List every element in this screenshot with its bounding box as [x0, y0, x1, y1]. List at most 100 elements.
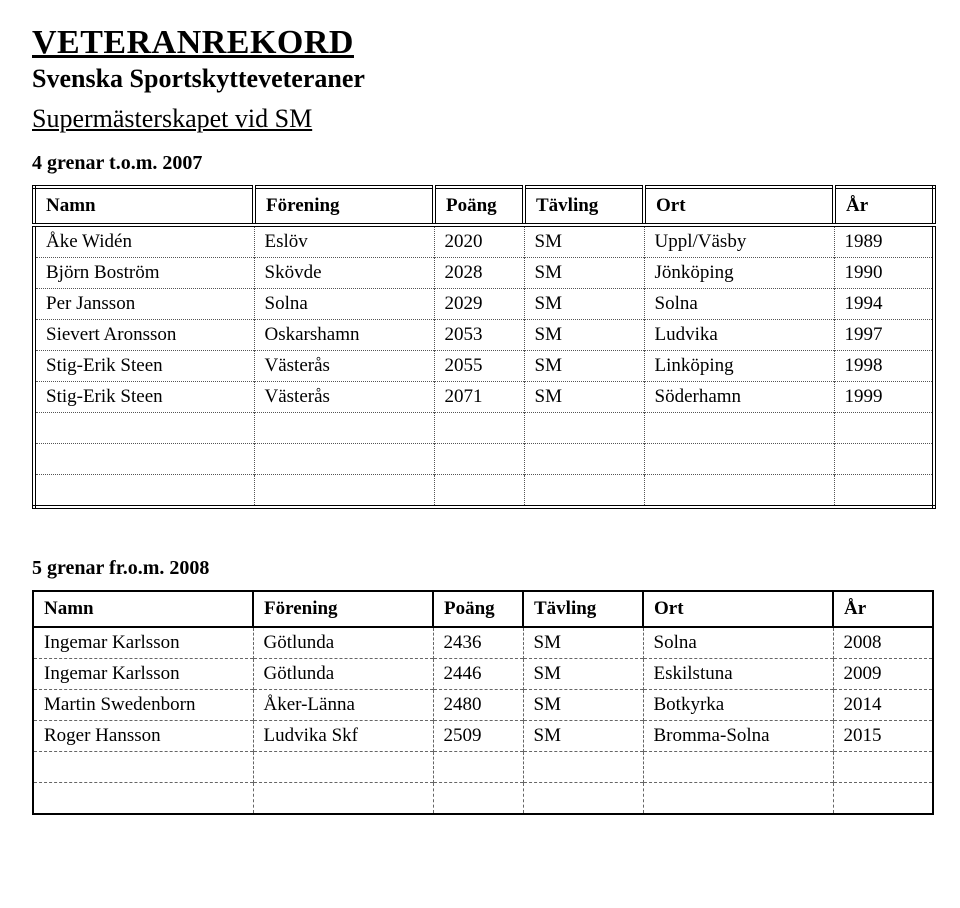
cell-empty — [834, 444, 934, 475]
records-table-1: Namn Förening Poäng Tävling Ort År Åke W… — [32, 185, 936, 509]
cell-empty — [254, 413, 434, 444]
cell-empty — [253, 752, 433, 783]
cell-event: SM — [523, 627, 643, 659]
cell-event: SM — [524, 258, 644, 289]
col-header-event: Tävling — [523, 591, 643, 627]
cell-empty — [33, 783, 253, 815]
cell-name: Björn Boström — [34, 258, 254, 289]
cell-score: 2436 — [433, 627, 523, 659]
col-header-score: Poäng — [434, 187, 524, 225]
table-row: Martin SwedenbornÅker-Länna2480SMBotkyrk… — [33, 690, 933, 721]
cell-event: SM — [524, 382, 644, 413]
cell-empty — [644, 413, 834, 444]
col-header-name: Namn — [33, 591, 253, 627]
table-row: Ingemar KarlssonGötlunda2436SMSolna2008 — [33, 627, 933, 659]
cell-event: SM — [524, 351, 644, 382]
cell-empty — [833, 783, 933, 815]
cell-place: Uppl/Väsby — [644, 225, 834, 258]
cell-empty — [524, 413, 644, 444]
cell-year: 2008 — [833, 627, 933, 659]
cell-club: Oskarshamn — [254, 320, 434, 351]
cell-club: Götlunda — [253, 659, 433, 690]
table-row-empty — [34, 475, 934, 508]
table-row: Roger HanssonLudvika Skf2509SMBromma-Sol… — [33, 721, 933, 752]
cell-name: Per Jansson — [34, 289, 254, 320]
table-row-empty — [33, 783, 933, 815]
cell-empty — [34, 413, 254, 444]
col-header-club: Förening — [254, 187, 434, 225]
cell-empty — [524, 444, 644, 475]
col-header-place: Ort — [644, 187, 834, 225]
cell-name: Stig-Erik Steen — [34, 351, 254, 382]
col-header-event: Tävling — [524, 187, 644, 225]
cell-year: 2015 — [833, 721, 933, 752]
cell-empty — [834, 413, 934, 444]
cell-year: 2009 — [833, 659, 933, 690]
cell-empty — [434, 444, 524, 475]
cell-score: 2028 — [434, 258, 524, 289]
cell-name: Ingemar Karlsson — [33, 659, 253, 690]
table-row: Per JanssonSolna2029SMSolna1994 — [34, 289, 934, 320]
col-header-name: Namn — [34, 187, 254, 225]
cell-score: 2071 — [434, 382, 524, 413]
table-row: Ingemar KarlssonGötlunda2446SMEskilstuna… — [33, 659, 933, 690]
cell-club: Skövde — [254, 258, 434, 289]
col-header-club: Förening — [253, 591, 433, 627]
cell-event: SM — [523, 721, 643, 752]
cell-place: Solna — [643, 627, 833, 659]
cell-name: Sievert Aronsson — [34, 320, 254, 351]
cell-empty — [34, 444, 254, 475]
cell-empty — [33, 752, 253, 783]
col-header-year: År — [834, 187, 934, 225]
cell-club: Västerås — [254, 382, 434, 413]
cell-club: Västerås — [254, 351, 434, 382]
section-heading: Supermästerskapet vid SM — [32, 104, 928, 134]
cell-name: Stig-Erik Steen — [34, 382, 254, 413]
cell-club: Åker-Länna — [253, 690, 433, 721]
cell-event: SM — [523, 659, 643, 690]
table-row-empty — [34, 413, 934, 444]
cell-place: Söderhamn — [644, 382, 834, 413]
period-label-1: 4 grenar t.o.m. 2007 — [32, 152, 928, 175]
cell-empty — [833, 752, 933, 783]
cell-empty — [253, 783, 433, 815]
cell-empty — [644, 475, 834, 508]
cell-score: 2053 — [434, 320, 524, 351]
cell-year: 1990 — [834, 258, 934, 289]
table-row: Björn BoströmSkövde2028SMJönköping1990 — [34, 258, 934, 289]
cell-year: 2014 — [833, 690, 933, 721]
cell-club: Solna — [254, 289, 434, 320]
cell-event: SM — [523, 690, 643, 721]
cell-empty — [34, 475, 254, 508]
cell-empty — [254, 475, 434, 508]
records-table-2: Namn Förening Poäng Tävling Ort År Ingem… — [32, 590, 934, 815]
cell-empty — [434, 413, 524, 444]
cell-event: SM — [524, 225, 644, 258]
cell-club: Ludvika Skf — [253, 721, 433, 752]
table-row-empty — [34, 444, 934, 475]
cell-event: SM — [524, 320, 644, 351]
cell-score: 2509 — [433, 721, 523, 752]
cell-score: 2055 — [434, 351, 524, 382]
cell-year: 1994 — [834, 289, 934, 320]
table-row: Stig-Erik SteenVästerås2071SMSöderhamn19… — [34, 382, 934, 413]
cell-year: 1998 — [834, 351, 934, 382]
cell-empty — [834, 475, 934, 508]
col-header-score: Poäng — [433, 591, 523, 627]
cell-score: 2446 — [433, 659, 523, 690]
cell-place: Jönköping — [644, 258, 834, 289]
cell-name: Roger Hansson — [33, 721, 253, 752]
col-header-place: Ort — [643, 591, 833, 627]
col-header-year: År — [833, 591, 933, 627]
cell-empty — [254, 444, 434, 475]
cell-event: SM — [524, 289, 644, 320]
cell-score: 2480 — [433, 690, 523, 721]
cell-score: 2029 — [434, 289, 524, 320]
cell-empty — [524, 475, 644, 508]
cell-place: Eskilstuna — [643, 659, 833, 690]
cell-club: Eslöv — [254, 225, 434, 258]
page-title: VETERANREKORD — [32, 24, 928, 62]
cell-empty — [643, 752, 833, 783]
cell-year: 1999 — [834, 382, 934, 413]
cell-empty — [434, 475, 524, 508]
